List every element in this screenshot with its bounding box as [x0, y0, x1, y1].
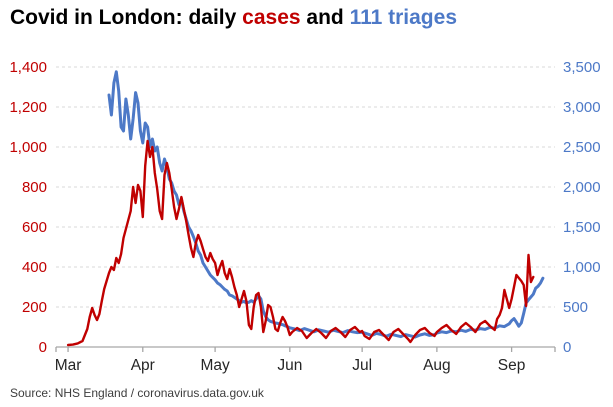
month-label: Apr: [131, 357, 155, 374]
right-axis-label: 3,500: [563, 59, 601, 76]
chart-plot-area: Mar Apr May Jun Jul Aug Sep 0 200 400 600 800 1,000 1…: [9, 59, 601, 374]
left-axis-label: 1,400: [9, 59, 47, 76]
month-label: Aug: [423, 357, 451, 374]
right-axis-label: 2,500: [563, 139, 601, 156]
left-axis-label: 0: [39, 339, 47, 356]
triages-line: [107, 70, 545, 339]
left-axis-label: 800: [22, 179, 47, 196]
title-cases-legend: cases: [242, 6, 301, 29]
left-axis-label: 200: [22, 299, 47, 316]
month-label: Jun: [277, 357, 302, 374]
month-label: Sep: [498, 357, 526, 374]
title-and: and: [300, 6, 350, 29]
month-label: Jul: [352, 357, 372, 374]
right-axis-label: 2,000: [563, 179, 601, 196]
month-label: Mar: [55, 357, 82, 374]
source-attribution: Source: NHS England / coronavirus.data.g…: [10, 386, 264, 400]
right-axis-label: 1,000: [563, 259, 601, 276]
left-axis-label: 400: [22, 259, 47, 276]
right-axis-label: 3,000: [563, 99, 601, 116]
chart-title: Covid in London: daily cases and 111 tri…: [10, 6, 457, 30]
left-axis-label: 1,200: [9, 99, 47, 116]
left-axis-label: 1,000: [9, 139, 47, 156]
title-triages-legend: 111 triages: [349, 6, 457, 29]
right-axis-label: 1,500: [563, 219, 601, 236]
cases-line: [66, 139, 535, 347]
left-axis-label: 600: [22, 219, 47, 236]
month-label: May: [200, 357, 230, 374]
right-axis-label: 0: [563, 339, 571, 356]
right-axis-label: 500: [563, 299, 588, 316]
title-text-plain: Covid in London: daily: [10, 6, 243, 29]
